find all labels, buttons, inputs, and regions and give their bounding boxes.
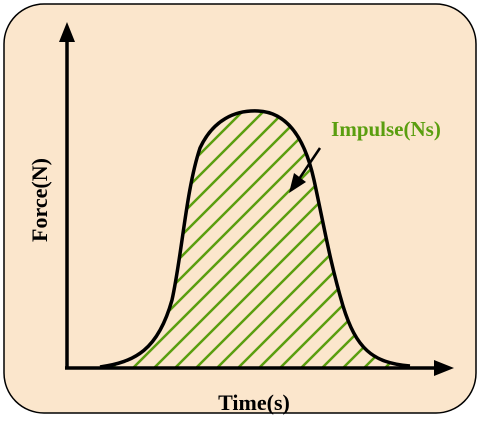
- hatch-line: [100, 110, 410, 367]
- impulse-label: Impulse(Ns): [331, 117, 441, 141]
- hatch-line: [101, 110, 410, 367]
- hatch-line: [248, 110, 410, 367]
- hatch-line: [290, 110, 410, 367]
- y-axis-label: Force(N): [27, 158, 52, 242]
- annotation-pointer: [295, 147, 322, 183]
- hatch-line: [269, 110, 410, 367]
- y-axis-arrow-icon: [59, 22, 75, 42]
- annotation-arrow-icon: [289, 173, 306, 193]
- x-axis-label: Time(s): [218, 390, 290, 415]
- hatch-line: [100, 110, 410, 367]
- hatch-line: [206, 110, 410, 367]
- x-axis-arrow-icon: [434, 360, 454, 376]
- force-curve: [99, 109, 411, 369]
- hatch-line: [100, 110, 410, 367]
- diagram-background: [3, 3, 477, 414]
- hatch-line: [227, 110, 410, 367]
